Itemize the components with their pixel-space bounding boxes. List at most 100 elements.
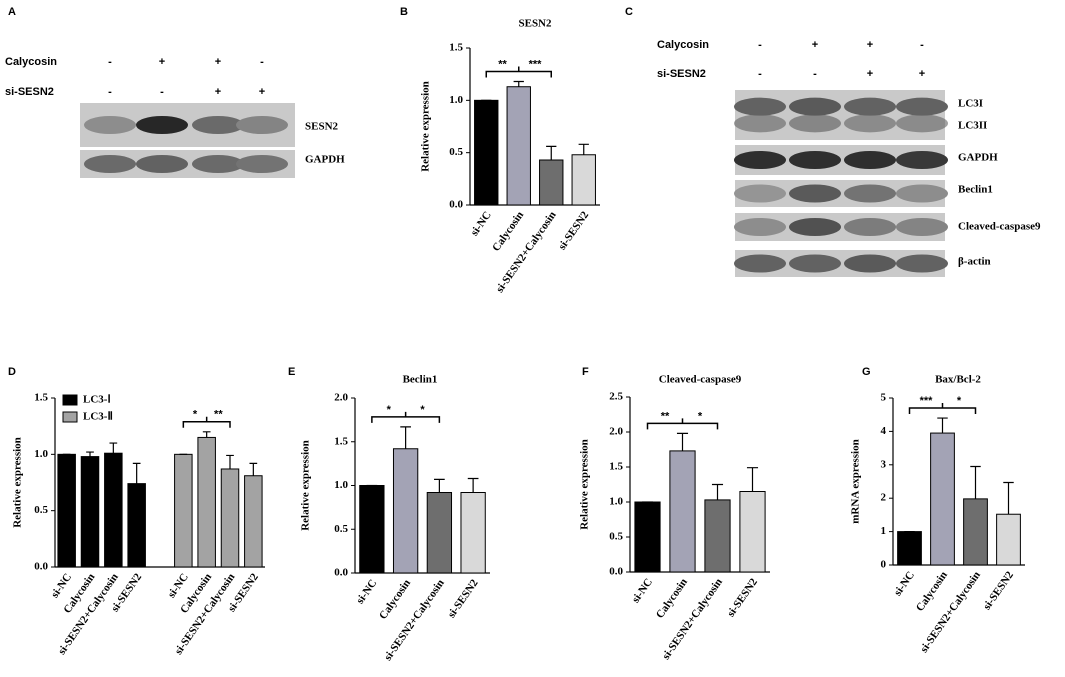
- x-tick-label: si-SESN2: [446, 577, 481, 620]
- treatment-sign: +: [215, 86, 221, 98]
- significance-label: *: [387, 404, 392, 416]
- x-tick-label: si-SESN2+Calycosin: [660, 576, 725, 662]
- blot-band: [236, 116, 288, 134]
- panel-label: D: [8, 366, 16, 378]
- error-bar: [546, 145, 557, 160]
- treatment-name: Calycosin: [5, 56, 57, 68]
- significance-bracket: [485, 66, 552, 78]
- chart-title: Bax/Bcl-2: [935, 374, 981, 386]
- error-bar: [676, 432, 689, 451]
- error-bar: [86, 451, 94, 457]
- treatment-sign: -: [758, 39, 762, 51]
- treatment-sign: +: [812, 39, 818, 51]
- blot-band: [896, 254, 948, 273]
- band-label: β-actin: [958, 256, 991, 268]
- legend-label: LC3-Ⅱ: [83, 411, 113, 423]
- bar: [506, 86, 531, 206]
- y-axis-label: Relative expression: [300, 440, 312, 531]
- significance-bracket: [182, 416, 231, 428]
- blot-band: [789, 218, 841, 236]
- treatment-sign: +: [867, 68, 873, 80]
- legend-swatch: [62, 411, 78, 423]
- treatment-sign: +: [867, 39, 873, 51]
- y-tick-label: 0.5: [334, 523, 348, 535]
- y-tick-label: 0.0: [334, 567, 348, 579]
- blot-band: [136, 155, 188, 173]
- blot-band: [734, 184, 786, 203]
- y-tick-label: 1: [881, 525, 887, 537]
- blot-band: [192, 116, 244, 134]
- y-tick-label: 1.0: [34, 448, 48, 460]
- significance-label: ***: [529, 58, 543, 70]
- y-tick-label: 3: [881, 458, 887, 470]
- blot-band: [896, 114, 948, 133]
- y-tick-label: 1.5: [334, 435, 348, 447]
- blot-band: [896, 151, 948, 169]
- x-tick-label: si-NC: [354, 577, 379, 606]
- y-tick-label: 0.0: [609, 566, 623, 578]
- error-bar: [400, 426, 411, 449]
- blot-band: [734, 97, 786, 116]
- y-tick-label: 0.5: [609, 531, 623, 543]
- blot-band: [734, 151, 786, 169]
- treatment-sign: -: [260, 56, 264, 68]
- blot-band: [789, 97, 841, 116]
- y-tick-label: 0.0: [34, 561, 48, 573]
- error-bar: [202, 431, 211, 438]
- bar: [359, 485, 385, 574]
- error-bar: [1003, 481, 1014, 515]
- y-tick-label: 2.0: [334, 392, 348, 404]
- x-tick-label: si-SESN2: [981, 569, 1016, 612]
- significance-label: **: [661, 410, 670, 422]
- y-axis-label: mRNA expression: [850, 439, 862, 523]
- significance-label: **: [498, 58, 507, 70]
- significance-label: *: [420, 404, 425, 416]
- band-label: LC3II: [958, 120, 987, 132]
- blot-band: [734, 254, 786, 273]
- panel-label: C: [625, 6, 633, 18]
- error-bar: [970, 465, 981, 499]
- bar: [244, 475, 263, 568]
- x-tick-label: si-NC: [892, 569, 917, 598]
- significance-label: *: [698, 410, 703, 422]
- treatment-sign: +: [159, 56, 165, 68]
- bar: [669, 450, 696, 573]
- bar: [634, 501, 661, 573]
- x-tick-label: Calycosin: [914, 569, 950, 613]
- blot-band: [84, 116, 136, 134]
- treatment-name: si-SESN2: [657, 68, 706, 80]
- chart-title: Cleaved-caspase9: [659, 374, 742, 386]
- bar: [996, 513, 1021, 566]
- legend-label: LC3-Ⅰ: [83, 394, 111, 406]
- error-bar: [746, 467, 759, 492]
- y-tick-label: 1.0: [334, 479, 348, 491]
- x-tick-label: si-NC: [630, 576, 655, 605]
- error-bar: [109, 442, 118, 454]
- chart-title: Beclin1: [403, 374, 438, 386]
- y-tick-label: 1.5: [609, 461, 623, 473]
- x-tick-label: si-SESN2+Calycosin: [494, 209, 559, 295]
- x-tick-label: si-NC: [469, 209, 494, 238]
- treatment-sign: -: [920, 39, 924, 51]
- y-tick-label: 5: [881, 392, 887, 404]
- panel-label: E: [288, 366, 295, 378]
- bar: [704, 499, 731, 573]
- blot-band: [844, 151, 896, 169]
- bar: [220, 468, 240, 568]
- blot-band: [844, 218, 896, 236]
- panel-label: F: [582, 366, 589, 378]
- blot-band: [734, 114, 786, 133]
- significance-label: ***: [920, 395, 934, 407]
- y-tick-label: 1.0: [449, 94, 463, 106]
- blot-band: [789, 184, 841, 203]
- y-tick-label: 0.5: [449, 146, 463, 158]
- blot-band: [789, 254, 841, 273]
- error-bar: [249, 462, 258, 476]
- y-tick-label: 1.0: [609, 496, 623, 508]
- blot-band: [844, 114, 896, 133]
- panel-label: A: [8, 6, 16, 18]
- error-bar: [578, 143, 589, 155]
- significance-label: *: [193, 409, 198, 421]
- treatment-sign: -: [160, 86, 164, 98]
